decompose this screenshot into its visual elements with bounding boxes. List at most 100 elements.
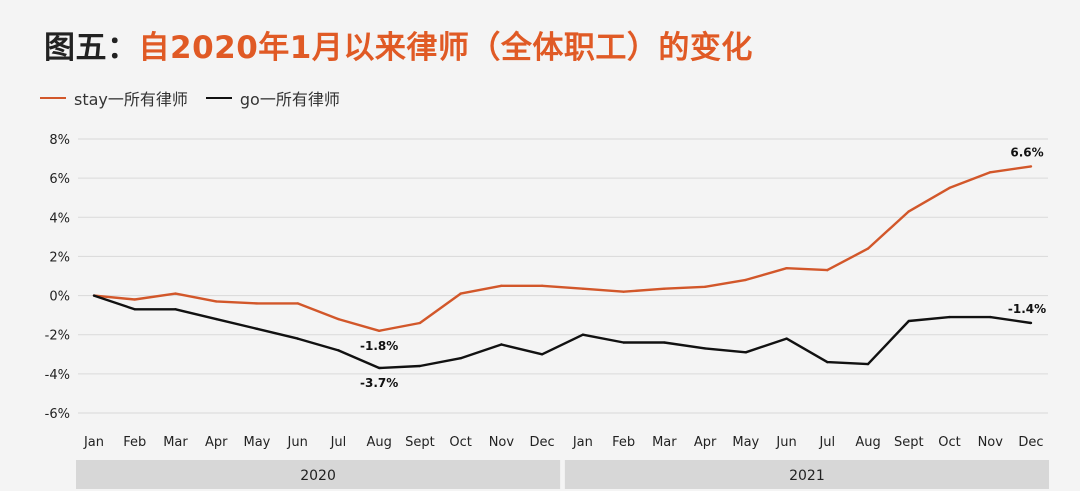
data-point xyxy=(989,171,992,174)
x-tick-label: Apr xyxy=(694,435,717,450)
data-label: -1.8% xyxy=(360,339,398,353)
x-tick-label: Sept xyxy=(405,435,435,450)
legend-label-go: go一所有律师 xyxy=(239,90,340,109)
x-tick-label: Mar xyxy=(652,435,677,450)
data-point xyxy=(133,298,136,301)
y-tick-label: -2% xyxy=(45,329,70,344)
legend-label-stay: stay一所有律师 xyxy=(74,90,188,109)
x-tick-label: Dec xyxy=(530,435,555,450)
data-point xyxy=(907,210,910,213)
data-point xyxy=(866,247,870,250)
data-point xyxy=(255,302,259,305)
data-point xyxy=(785,337,788,340)
data-point xyxy=(459,292,462,295)
data-point xyxy=(459,357,462,360)
data-point xyxy=(296,337,299,340)
data-point xyxy=(500,284,503,287)
x-tick-label: Nov xyxy=(978,435,1004,450)
data-point xyxy=(907,319,910,323)
y-tick-label: -4% xyxy=(45,368,70,383)
data-point xyxy=(337,349,340,352)
data-label: -1.4% xyxy=(1008,302,1046,316)
data-point xyxy=(255,327,259,331)
legend-swatch-stay xyxy=(40,97,66,99)
year-band xyxy=(76,460,561,489)
x-tick-label: Jan xyxy=(572,435,593,450)
y-tick-label: 4% xyxy=(49,211,70,226)
data-point xyxy=(622,341,625,344)
data-point xyxy=(337,317,340,321)
data-point xyxy=(174,292,177,295)
data-point xyxy=(1029,321,1033,325)
data-point xyxy=(663,287,666,290)
x-tick-label: Oct xyxy=(449,435,471,450)
data-point xyxy=(703,285,707,288)
data-point xyxy=(133,308,136,311)
y-tick-label: 6% xyxy=(49,172,70,187)
data-point xyxy=(215,317,218,321)
data-point xyxy=(418,321,422,325)
data-point xyxy=(215,300,218,303)
x-tick-label: Aug xyxy=(366,435,391,450)
data-point xyxy=(540,284,544,287)
data-point xyxy=(296,302,299,305)
y-tick-label: -6% xyxy=(45,407,70,422)
data-point xyxy=(174,308,177,311)
x-tick-label: Jun xyxy=(287,435,308,450)
legend-item-go: go一所有律师 xyxy=(205,86,340,110)
data-point xyxy=(948,186,951,190)
y-tick-label: 2% xyxy=(49,250,70,265)
data-point xyxy=(581,333,585,336)
year-label: 2021 xyxy=(789,468,825,484)
x-tick-label: Jun xyxy=(775,435,796,450)
series-line-go xyxy=(93,294,1032,370)
data-point xyxy=(948,315,951,319)
chart-title: 图五：自2020年1月以来律师（全体职工）的变化 xyxy=(44,22,753,67)
legend-item-stay: stay一所有律师 xyxy=(40,86,188,110)
data-point xyxy=(744,278,748,282)
y-tick-label: 8% xyxy=(49,133,70,148)
series-line-stay xyxy=(93,165,1032,332)
data-point xyxy=(663,341,666,344)
x-tick-label: May xyxy=(732,435,759,450)
data-label: 6.6% xyxy=(1010,145,1043,159)
legend-swatch-go xyxy=(205,97,232,99)
data-point xyxy=(377,329,381,332)
y-tick-label: 0% xyxy=(49,290,70,305)
x-tick-label: Feb xyxy=(612,435,635,450)
x-tick-label: Jan xyxy=(83,435,104,450)
data-point xyxy=(500,343,503,346)
x-tick-label: Jul xyxy=(818,435,835,450)
x-tick-label: Feb xyxy=(123,435,146,450)
data-point xyxy=(622,290,625,293)
data-label: -3.7% xyxy=(360,376,398,390)
data-point xyxy=(377,366,381,370)
x-tick-label: Jul xyxy=(330,435,347,450)
legend: stay一所有律师 go一所有律师 xyxy=(40,86,340,110)
x-tick-label: Mar xyxy=(163,435,188,450)
data-point xyxy=(785,266,788,270)
data-point xyxy=(866,362,870,366)
x-tick-label: Apr xyxy=(205,435,228,450)
data-point xyxy=(826,268,829,272)
x-tick-label: Dec xyxy=(1018,435,1043,450)
data-point xyxy=(989,315,992,319)
data-point xyxy=(744,351,748,354)
x-tick-label: Sept xyxy=(894,435,924,450)
data-point xyxy=(540,353,544,356)
year-band xyxy=(564,460,1049,489)
figure-number: 图五： xyxy=(44,30,139,66)
data-point xyxy=(92,294,96,297)
data-point xyxy=(1029,165,1033,168)
data-point xyxy=(418,364,422,368)
x-tick-label: Nov xyxy=(489,435,515,450)
data-point xyxy=(581,287,585,290)
x-tick-label: Aug xyxy=(855,435,880,450)
x-tick-label: May xyxy=(244,435,271,450)
x-tick-label: Oct xyxy=(938,435,960,450)
year-label: 2020 xyxy=(300,468,336,484)
data-point xyxy=(703,347,707,350)
title-text: 自2020年1月以来律师（全体职工）的变化 xyxy=(138,30,753,66)
data-point xyxy=(826,360,829,364)
